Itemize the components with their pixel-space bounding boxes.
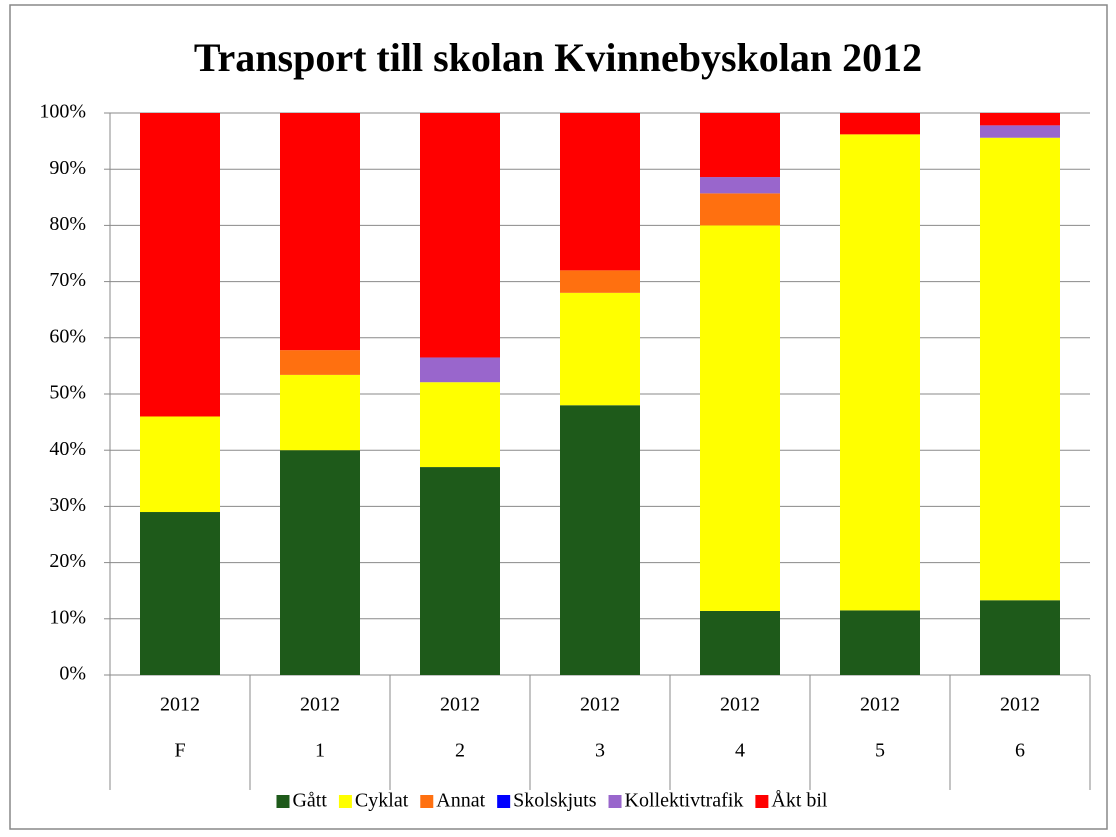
- bar-segment: [420, 467, 500, 675]
- y-tick-label: 20%: [49, 550, 86, 572]
- bar-segment: [980, 125, 1060, 138]
- legend-label: Kollektivtrafik: [625, 790, 744, 812]
- x-tick-sublabel: 2012: [440, 694, 480, 716]
- y-tick-label: 40%: [49, 438, 86, 460]
- legend-swatch: [276, 795, 290, 808]
- legend-swatch: [497, 795, 511, 808]
- bar-segment: [420, 382, 500, 468]
- x-tick-sublabel: 2012: [160, 694, 200, 716]
- bar-segment: [840, 610, 920, 675]
- bar-segment: [280, 374, 360, 451]
- bar-segment: [560, 405, 640, 675]
- bar-segment: [560, 270, 640, 293]
- y-tick-label: 100%: [39, 101, 86, 123]
- y-tick-label: 60%: [49, 325, 86, 347]
- x-tick-sublabel: 2012: [860, 694, 900, 716]
- bar-segment: [280, 350, 360, 375]
- bar-segment: [700, 177, 780, 194]
- bar-segment: [700, 225, 780, 611]
- bar-segment: [980, 137, 1060, 601]
- x-tick-label: 4: [735, 740, 745, 762]
- bar-segment: [140, 113, 220, 417]
- bar-segment: [840, 134, 920, 611]
- y-tick-label: 80%: [49, 213, 86, 235]
- bar-segment: [140, 512, 220, 675]
- bar-segment: [700, 193, 780, 226]
- x-tick-sublabel: 2012: [1000, 694, 1040, 716]
- y-tick-label: 90%: [49, 157, 86, 179]
- x-tick-label: 1: [315, 740, 325, 762]
- y-tick-label: 30%: [49, 494, 86, 516]
- bar-segment: [980, 113, 1060, 126]
- x-tick-label: 5: [875, 740, 885, 762]
- x-tick-sublabel: 2012: [720, 694, 760, 716]
- legend-swatch: [755, 795, 769, 808]
- chart-title: Transport till skolan Kvinnebyskolan 201…: [194, 35, 922, 80]
- legend-label: Åkt bil: [771, 790, 828, 812]
- legend-label: Annat: [436, 790, 485, 812]
- bar-segment: [980, 600, 1060, 675]
- y-tick-label: 70%: [49, 269, 86, 291]
- y-tick-label: 0%: [59, 663, 86, 685]
- y-tick-label: 10%: [49, 606, 86, 628]
- x-tick-label: 2: [455, 740, 465, 762]
- x-tick-sublabel: 2012: [300, 694, 340, 716]
- bar-segment: [280, 450, 360, 675]
- y-tick-label: 50%: [49, 382, 86, 404]
- legend-label: Cyklat: [355, 790, 409, 812]
- legend-label: Skolskjuts: [513, 790, 597, 812]
- bar-segment: [700, 113, 780, 178]
- bar-segment: [840, 113, 920, 135]
- legend-label: Gått: [292, 790, 327, 812]
- x-tick-label: 6: [1015, 740, 1025, 762]
- bar-segment: [140, 416, 220, 513]
- x-tick-sublabel: 2012: [580, 694, 620, 716]
- bar-segment: [560, 113, 640, 271]
- bar-segment: [420, 357, 500, 383]
- legend-swatch: [420, 795, 434, 808]
- legend-swatch: [338, 795, 352, 808]
- legend-swatch: [608, 795, 622, 808]
- x-tick-label: F: [174, 740, 185, 762]
- bar-segment: [560, 292, 640, 406]
- x-tick-label: 3: [595, 740, 605, 762]
- bar-segment: [700, 610, 780, 675]
- bar-segment: [280, 113, 360, 351]
- bar-segment: [420, 113, 500, 358]
